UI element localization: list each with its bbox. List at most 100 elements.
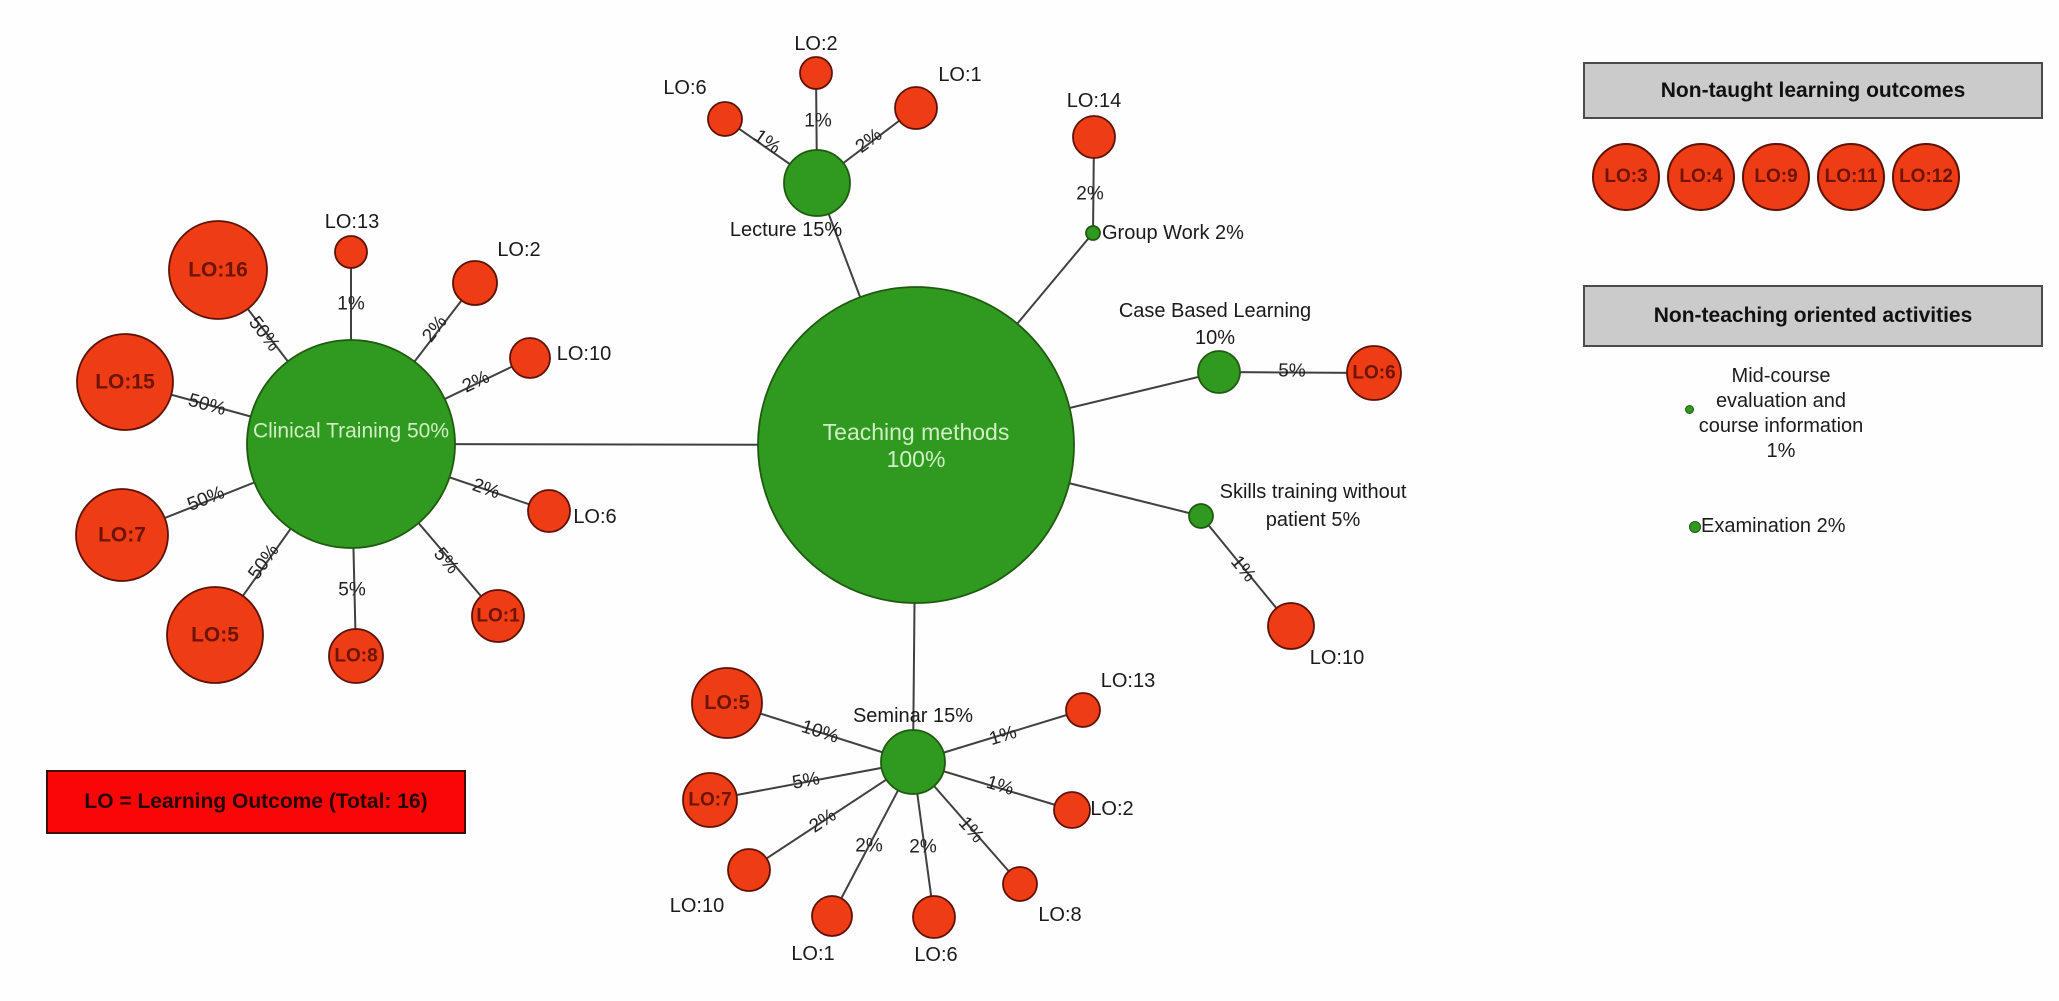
edge-percentage-label: 2% [909,837,937,858]
label-lo10-clinical: LO:10 [557,343,611,365]
node-lo16-clinical [168,220,268,320]
node-text-lo5-clinical: LO:5 [191,624,239,647]
node-text-lo1-clinical: LO:1 [476,606,520,627]
legend-box: LO = Learning Outcome (Total: 16) [46,770,466,834]
label-lo1-seminar: LO:1 [791,943,834,965]
activity-line: Mid-course [1731,365,1831,387]
label-lo8-seminar: LO:8 [1038,904,1081,926]
node-lo7-seminar [682,772,738,828]
edge-percentage-label: 1% [987,722,1020,750]
non-taught-outcomes-row: LO:3 LO:4 LO:9 LO:11 LO:12 [1592,143,1960,211]
non-taught-outcome-circle: LO:12 [1892,143,1960,211]
non-taught-outcome-circle: LO:11 [1817,143,1885,211]
label-lo13-seminar: LO:13 [1101,670,1155,692]
label-group-work: Group Work 2% [1102,222,1244,244]
node-lo14-groupwork [1072,115,1116,159]
non-taught-outcome-circle: LO:3 [1592,143,1660,211]
node-teaching-methods [757,286,1075,604]
label-seminar: Seminar 15% [853,705,973,727]
node-lo1-clinical [471,589,525,643]
edge-percentage-label: 2% [855,836,883,857]
label-lo6-clinical: LO:6 [573,506,616,528]
edge-percentage-label: 5% [1278,360,1306,381]
label-lo10-seminar: LO:10 [670,895,724,917]
node-lecture [783,149,851,217]
label-lo2-seminar: LO:2 [1090,798,1133,820]
edge-percentage-label: 1% [337,294,365,315]
node-lo10-clinical [509,337,551,379]
examination-dot-icon [1689,521,1701,533]
node-lo13-clinical [334,235,368,269]
edge-percentage-label: 2% [459,367,493,398]
non-taught-outcome-circle: LO:9 [1742,143,1810,211]
examination-activity: Examination 2% [1701,515,1846,537]
non-teaching-header: Non-teaching oriented activities [1583,285,2043,347]
node-lo8-clinical [328,628,384,684]
label-lo13-clinical: LO:13 [325,211,379,233]
non-taught-title: Non-taught learning outcomes [1660,78,1966,102]
edge-percentage-label: 1% [750,126,785,159]
edge-percentage-label: 5% [791,768,822,794]
node-lo8-seminar [1002,866,1038,902]
edge-seminar-lo7-seminar [709,761,914,801]
label-lo6-seminar: LO:6 [914,944,957,966]
node-text-lo5-seminar: LO:5 [704,692,750,714]
node-lo2-lecture [799,56,833,90]
node-text-lo7-clinical: LO:7 [98,524,146,547]
node-clinical-training [246,339,456,549]
edge-percentage-label: 10% [799,716,842,748]
node-lo13-seminar [1065,692,1101,728]
edge-percentage-label: 1% [984,772,1016,800]
label-case-based-learning: Case Based Learning [1119,300,1311,322]
node-lo10-seminar [727,848,771,892]
node-text-clinical-training: Clinical Training 50% [253,420,449,443]
edge-percentage-label: 50% [186,390,228,420]
node-text-lo8-clinical: LO:8 [334,646,377,667]
node-lo6-clinical [527,489,571,533]
non-taught-header: Non-taught learning outcomes [1583,62,2043,119]
label-skills-training: patient 5% [1266,509,1361,531]
edge-percentage-label: 2% [418,312,451,347]
activity-line: evaluation and [1715,390,1847,412]
node-lo5-clinical [166,586,264,684]
node-text-teaching-methods: Teaching methods [823,419,1010,445]
node-text-lo15-clinical: LO:15 [95,371,155,394]
node-text-teaching-methods: 100% [887,446,946,472]
edge-percentage-label: 1% [804,111,832,132]
node-lo2-seminar [1053,791,1091,829]
non-teaching-title: Non-teaching oriented activities [1653,304,1973,327]
mid-course-dot-icon [1685,405,1694,414]
edge-percentage-label: 5% [429,544,463,579]
node-lo1-lecture [894,86,938,130]
label-lecture: Lecture 15% [730,219,843,241]
node-lo5-seminar [691,667,763,739]
edge-percentage-label: 50% [184,482,227,516]
node-lo15-clinical [76,333,174,431]
edge-percentage-label: 2% [1076,184,1104,205]
label-lo10-skills: LO:10 [1310,647,1364,669]
node-seminar [880,729,946,795]
node-text-lo16-clinical: LO:16 [188,259,248,282]
label-case-based-learning: 10% [1195,327,1235,349]
activity-line: course information [1698,415,1864,437]
edge-percentage-label: 2% [806,805,841,838]
node-lo6-lecture [707,101,743,137]
node-lo1-seminar [811,895,853,937]
node-lo7-clinical [75,488,169,582]
edge-percentage-label: 5% [338,580,366,601]
node-case-based-learning [1197,350,1241,394]
label-lo6-lecture: LO:6 [663,77,706,99]
node-group-work [1085,225,1101,241]
node-lo2-clinical [452,260,498,306]
label-skills-training: Skills training without [1220,481,1407,503]
label-lo14-groupwork: LO:14 [1067,90,1121,112]
node-lo6-cbl [1346,345,1402,401]
node-skills-training [1188,503,1214,529]
mid-course-activity: Mid-course evaluation and course informa… [1664,364,1898,464]
label-lo1-lecture: LO:1 [938,64,981,86]
activity-line: 1% [1766,440,1796,462]
label-lo2-clinical: LO:2 [497,239,540,261]
label-lo2-lecture: LO:2 [794,33,837,55]
